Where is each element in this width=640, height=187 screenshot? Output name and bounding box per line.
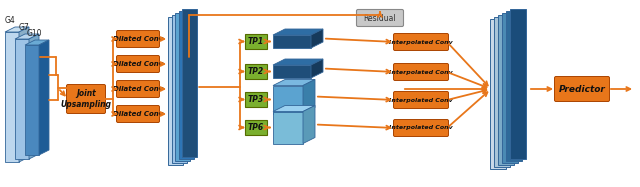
FancyBboxPatch shape <box>394 119 449 137</box>
Text: Interpolated Conv: Interpolated Conv <box>389 39 453 45</box>
FancyBboxPatch shape <box>498 15 514 165</box>
FancyBboxPatch shape <box>116 56 159 73</box>
Polygon shape <box>311 59 323 78</box>
FancyBboxPatch shape <box>245 92 267 107</box>
Polygon shape <box>15 39 29 159</box>
FancyBboxPatch shape <box>494 17 510 167</box>
Polygon shape <box>29 34 39 159</box>
Polygon shape <box>273 105 315 111</box>
FancyBboxPatch shape <box>506 11 522 161</box>
FancyBboxPatch shape <box>67 85 106 114</box>
FancyBboxPatch shape <box>554 76 609 102</box>
Polygon shape <box>25 40 49 45</box>
Text: Interpolated Conv: Interpolated Conv <box>389 125 453 131</box>
FancyBboxPatch shape <box>116 105 159 122</box>
Polygon shape <box>273 59 323 65</box>
Text: G7: G7 <box>19 23 29 32</box>
Polygon shape <box>5 32 19 162</box>
Text: Dilated Conv: Dilated Conv <box>113 36 163 42</box>
Text: Dilated Conv: Dilated Conv <box>113 61 163 67</box>
FancyBboxPatch shape <box>356 10 403 27</box>
Polygon shape <box>273 111 303 143</box>
FancyBboxPatch shape <box>490 19 506 169</box>
FancyBboxPatch shape <box>116 30 159 47</box>
Polygon shape <box>273 85 303 114</box>
Text: Dilated Conv: Dilated Conv <box>113 86 163 92</box>
Polygon shape <box>15 34 39 39</box>
FancyBboxPatch shape <box>116 80 159 97</box>
Text: Interpolated Conv: Interpolated Conv <box>389 70 453 74</box>
Text: Interpolated Conv: Interpolated Conv <box>389 97 453 102</box>
FancyBboxPatch shape <box>172 15 186 163</box>
FancyBboxPatch shape <box>175 13 190 161</box>
FancyBboxPatch shape <box>179 11 193 159</box>
Text: Joint
Upsampling: Joint Upsampling <box>61 89 111 109</box>
Polygon shape <box>303 105 315 143</box>
FancyBboxPatch shape <box>245 34 267 49</box>
Text: G10: G10 <box>27 29 42 38</box>
Polygon shape <box>273 79 315 85</box>
FancyBboxPatch shape <box>245 120 267 135</box>
Polygon shape <box>19 27 29 162</box>
Polygon shape <box>39 40 49 155</box>
Polygon shape <box>303 79 315 114</box>
Text: TP2: TP2 <box>248 67 264 76</box>
Polygon shape <box>273 35 311 48</box>
Polygon shape <box>273 65 311 78</box>
Text: Residual: Residual <box>364 13 396 22</box>
FancyBboxPatch shape <box>168 17 183 165</box>
Polygon shape <box>25 45 39 155</box>
FancyBboxPatch shape <box>510 9 526 159</box>
Text: TP6: TP6 <box>248 123 264 132</box>
FancyBboxPatch shape <box>394 91 449 108</box>
FancyBboxPatch shape <box>182 9 197 157</box>
FancyBboxPatch shape <box>245 64 267 79</box>
Text: TP3: TP3 <box>248 95 264 104</box>
FancyBboxPatch shape <box>502 13 518 163</box>
Text: Dilated Conv: Dilated Conv <box>113 111 163 117</box>
Text: TP1: TP1 <box>248 37 264 46</box>
FancyBboxPatch shape <box>394 33 449 50</box>
FancyBboxPatch shape <box>394 64 449 80</box>
Text: G4: G4 <box>5 16 16 25</box>
Polygon shape <box>5 27 29 32</box>
Polygon shape <box>273 29 323 35</box>
Text: Predictor: Predictor <box>559 85 605 94</box>
Polygon shape <box>311 29 323 48</box>
